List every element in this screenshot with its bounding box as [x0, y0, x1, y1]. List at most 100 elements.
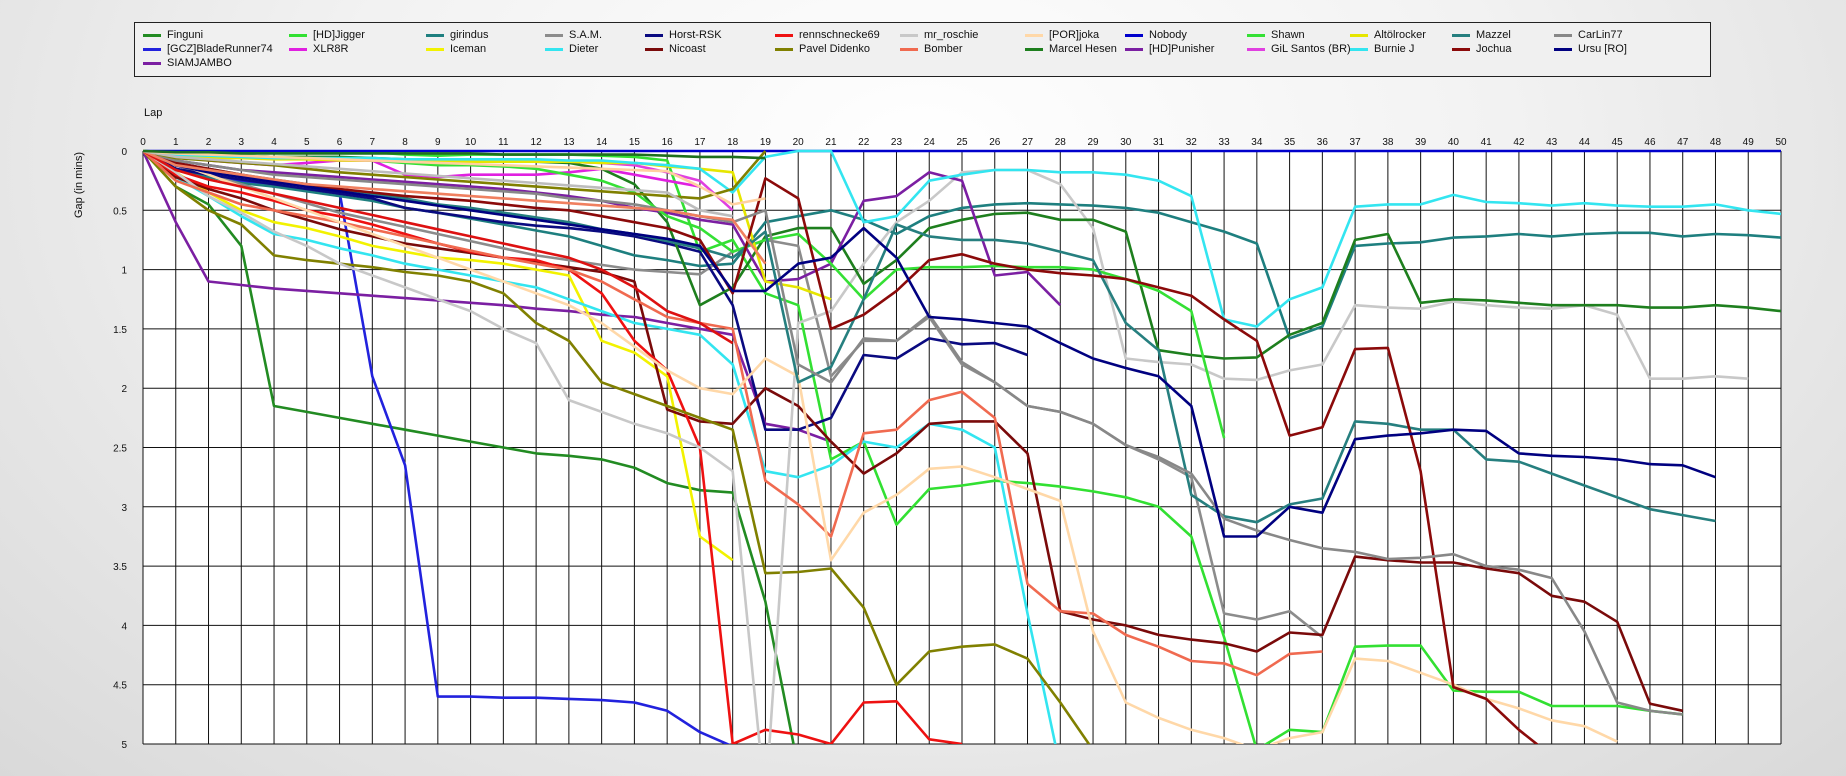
legend-label: CarLin77 [1578, 29, 1623, 41]
x-tick-label: 25 [956, 137, 968, 148]
legend-item: Dieter [545, 42, 598, 56]
legend-label: rennschnecke69 [799, 29, 880, 41]
legend-label: SIAMJAMBO [167, 57, 232, 69]
x-tick-label: 8 [402, 137, 408, 148]
x-tick-label: 10 [465, 137, 477, 148]
series-line-15 [143, 149, 1618, 744]
x-tick-label: 42 [1513, 137, 1525, 148]
y-tick-label: 1 [121, 266, 127, 277]
legend-label: [HD]Punisher [1149, 43, 1215, 55]
legend-item: Bomber [900, 42, 963, 56]
legend-swatch [1554, 33, 1572, 37]
legend-swatch [1350, 33, 1368, 37]
legend-swatch [1247, 33, 1265, 37]
legend-swatch [426, 47, 444, 51]
x-tick-label: 4 [271, 137, 277, 148]
legend-item: S.A.M. [545, 28, 602, 42]
legend-item: [HD]Punisher [1125, 42, 1214, 56]
x-tick-label: 41 [1481, 137, 1493, 148]
x-tick-label: 27 [1022, 137, 1034, 148]
x-tick-label: 23 [891, 137, 903, 148]
y-tick-label: 2 [121, 384, 127, 395]
legend-swatch [1554, 47, 1572, 51]
legend-label: Nobody [1149, 29, 1187, 41]
x-tick-label: 28 [1055, 137, 1067, 148]
legend-label: girindus [450, 29, 489, 41]
x-tick-label: 7 [370, 137, 376, 148]
series-line-30 [143, 149, 733, 218]
series-line-13 [143, 149, 1749, 744]
legend-item: XLR8R [289, 42, 348, 56]
y-tick-label: 3.5 [113, 562, 127, 573]
legend-swatch [645, 47, 663, 51]
legend-item: rennschnecke69 [775, 28, 880, 42]
legend-swatch [143, 61, 161, 65]
x-tick-label: 40 [1448, 137, 1460, 148]
y-tick-label: 4 [121, 621, 127, 632]
legend-swatch [1025, 47, 1043, 51]
x-tick-label: 38 [1382, 137, 1394, 148]
legend-item: girindus [426, 28, 489, 42]
x-tick-label: 49 [1743, 137, 1755, 148]
series-line-10 [143, 149, 1683, 713]
x-tick-label: 35 [1284, 137, 1296, 148]
y-tick-label: 5 [121, 740, 127, 751]
legend-item: Finguni [143, 28, 203, 42]
x-tick-label: 48 [1710, 137, 1722, 148]
series-line-8 [143, 149, 1057, 744]
legend-label: mr_roschie [924, 29, 979, 41]
legend-label: Jochua [1476, 43, 1512, 55]
legend-swatch [645, 33, 663, 37]
series-line-24 [143, 149, 1539, 744]
legend-item: Iceman [426, 42, 486, 56]
legend-item: Ursu [RO] [1554, 42, 1627, 56]
legend-label: [POR]joka [1049, 29, 1100, 41]
legend-label: Iceman [450, 43, 487, 55]
legend-label: Bomber [924, 43, 963, 55]
legend-item: Marcel Hesen [1025, 42, 1117, 56]
x-tick-label: 13 [563, 137, 575, 148]
y-tick-label: 2.5 [113, 444, 127, 455]
legend-label: Altölrocker [1374, 29, 1426, 41]
x-tick-label: 37 [1350, 137, 1362, 148]
legend-label: GiL Santos (BR) [1271, 43, 1351, 55]
x-tick-label: 16 [662, 137, 674, 148]
x-tick-label: 15 [629, 137, 641, 148]
y-tick-label: 0 [121, 147, 127, 158]
legend-swatch [900, 47, 918, 51]
series-line-29 [143, 149, 767, 265]
legend-swatch [1025, 33, 1043, 37]
legend-label: Finguni [167, 29, 204, 41]
x-tick-label: 19 [760, 137, 772, 148]
series-line-25 [143, 149, 1683, 716]
x-tick-label: 6 [337, 137, 343, 148]
x-tick-label: 9 [435, 137, 441, 148]
x-tick-label: 18 [727, 137, 739, 148]
legend-label: Nicoast [669, 43, 706, 55]
x-tick-label: 26 [989, 137, 1001, 148]
x-tick-label: 3 [238, 137, 244, 148]
legend-label: Ursu [RO] [1578, 43, 1627, 55]
x-tick-label: 39 [1415, 137, 1427, 148]
legend-label: Mazzel [1476, 29, 1511, 41]
legend-label: S.A.M. [569, 29, 603, 41]
x-tick-label: 30 [1120, 137, 1132, 148]
x-tick-label: 12 [531, 137, 543, 148]
legend-label: Shawn [1271, 29, 1305, 41]
x-tick-label: 32 [1186, 137, 1198, 148]
legend-swatch [900, 33, 918, 37]
y-tick-label: 1.5 [113, 325, 127, 336]
y-tick-label: 4.5 [113, 681, 127, 692]
legend-item: Mazzel [1452, 28, 1511, 42]
legend-item: Jochua [1452, 42, 1511, 56]
legend-swatch [289, 33, 307, 37]
legend-item: mr_roschie [900, 28, 978, 42]
legend-item: Nobody [1125, 28, 1187, 42]
x-tick-label: 20 [793, 137, 805, 148]
x-tick-label: 31 [1153, 137, 1165, 148]
legend-item: Burnie J [1350, 42, 1414, 56]
x-tick-label: 33 [1219, 137, 1231, 148]
x-tick-label: 47 [1677, 137, 1689, 148]
x-tick-label: 36 [1317, 137, 1329, 148]
axes: 0 1 2 3 4 5 6 7 8 9 10 11 12 13 14 15 16 17 18 19 20 21 22 23 24… [113, 137, 1787, 751]
